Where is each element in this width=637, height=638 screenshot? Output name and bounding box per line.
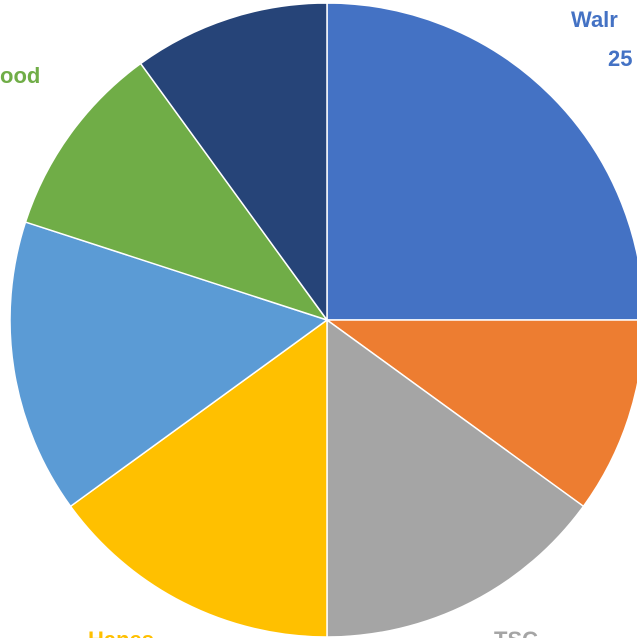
pie-slice-segment-2 bbox=[326, 319, 637, 508]
pie-slice-segment-5 bbox=[9, 221, 328, 508]
data-label-hanes-name: Hanes bbox=[88, 627, 154, 638]
data-labels: Walr 25 ood Hanes TSC bbox=[0, 7, 632, 638]
data-label-walmart-name: Walr bbox=[571, 7, 618, 32]
data-label-tsc-name: TSC bbox=[494, 627, 538, 638]
pie-slices bbox=[9, 2, 637, 638]
pie-slice-segment-7 bbox=[139, 2, 328, 321]
pie-slice-walmart bbox=[326, 2, 637, 321]
pie-slice-hanes bbox=[69, 319, 328, 638]
data-label-goodwood-name: ood bbox=[0, 63, 40, 88]
data-label-walmart-value: 25 bbox=[608, 46, 632, 71]
pie-slice-goodwood bbox=[24, 62, 328, 321]
pie-slice-tsc bbox=[326, 319, 585, 638]
